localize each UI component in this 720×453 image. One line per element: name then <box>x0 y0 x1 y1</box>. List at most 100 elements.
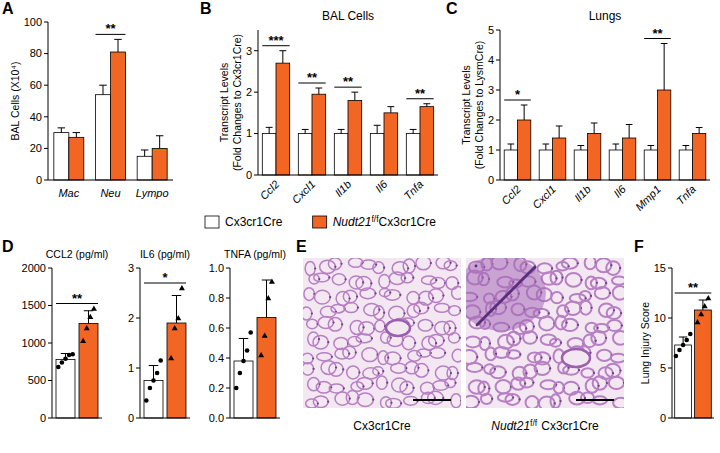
tissue <box>613 286 624 300</box>
y-tick <box>136 368 140 369</box>
nucleus <box>435 342 437 344</box>
chart-panel: 020406080100MacNeuLympoBAL Cells (X10⁴)*… <box>2 0 173 199</box>
bar <box>262 134 276 175</box>
y-tick <box>48 343 52 344</box>
nucleus <box>610 264 612 266</box>
y-tick <box>496 120 500 121</box>
panel-letter: D <box>2 238 14 255</box>
tissue <box>328 318 342 331</box>
tissue <box>329 362 343 376</box>
error-cap <box>613 144 620 145</box>
point <box>262 333 268 338</box>
y-tick-label: 0.2 <box>209 382 224 394</box>
tissue <box>400 381 414 394</box>
tissue <box>466 350 477 364</box>
tissue <box>449 306 461 316</box>
nucleus <box>456 264 458 266</box>
data-marks <box>54 39 167 180</box>
nucleus <box>404 277 406 279</box>
nucleus <box>533 267 536 270</box>
bar <box>298 134 312 175</box>
nucleus <box>335 366 337 368</box>
tissue <box>415 363 429 377</box>
y-tick <box>136 318 140 319</box>
bar <box>695 310 712 418</box>
nucleus <box>383 267 385 269</box>
nucleus <box>518 398 520 400</box>
nucleus <box>431 324 433 326</box>
panel-letter: A <box>2 0 14 17</box>
error-cap <box>315 88 322 89</box>
point <box>91 306 97 311</box>
tissue <box>403 259 415 273</box>
panel-letter: B <box>200 0 212 17</box>
nucleus <box>449 262 451 264</box>
y-tick-label: 1 <box>246 127 252 139</box>
nucleus <box>487 313 490 316</box>
y-tick-label: 0 <box>660 412 666 424</box>
y-axis <box>672 268 673 418</box>
nucleus <box>555 277 557 279</box>
nucleus <box>596 327 598 329</box>
tissue <box>435 321 450 334</box>
nucleus <box>383 312 385 314</box>
data-marks <box>262 51 433 175</box>
x-tick-label: Tnfa <box>401 178 425 202</box>
error-bar <box>387 107 394 113</box>
nucleus <box>481 319 484 322</box>
nucleus <box>521 279 524 282</box>
nucleus <box>499 301 502 304</box>
nucleus <box>475 265 478 268</box>
point <box>168 355 174 360</box>
y-tick <box>44 85 48 86</box>
error-line <box>580 146 581 151</box>
chart-panel: 0500100015002000CCL2 (pg/ml)**D <box>2 238 108 424</box>
error-cap <box>521 105 528 106</box>
tissue <box>303 363 314 375</box>
error-cap <box>149 365 159 366</box>
nucleus <box>502 298 505 301</box>
y-tick <box>226 298 230 299</box>
nucleus <box>349 398 351 400</box>
y-tick <box>254 92 258 93</box>
x-tick-label: Mac <box>58 187 79 199</box>
nucleus <box>457 372 459 374</box>
tissue <box>562 258 578 269</box>
error-line <box>144 150 145 156</box>
point <box>70 352 75 357</box>
tissue <box>593 376 607 390</box>
nucleus <box>498 302 501 305</box>
y-tick-label: 40 <box>30 111 42 123</box>
bar <box>574 150 587 180</box>
error-bar <box>699 300 707 310</box>
nucleus <box>534 266 536 268</box>
error-line <box>664 44 665 91</box>
tissue <box>344 303 358 313</box>
histology-image <box>466 258 624 408</box>
nucleus <box>489 342 491 344</box>
tissue <box>605 364 620 377</box>
nucleus <box>311 312 313 314</box>
nucleus <box>312 368 314 370</box>
nucleus <box>561 277 563 279</box>
bar <box>644 150 657 180</box>
nucleus <box>533 325 535 327</box>
error-bar <box>508 144 515 150</box>
point <box>60 360 65 365</box>
nucleus <box>389 292 391 294</box>
point <box>248 330 253 335</box>
error-cap <box>410 129 417 130</box>
nucleus <box>505 295 508 298</box>
nucleus <box>362 385 364 387</box>
error-bar <box>262 280 272 318</box>
bar <box>234 361 253 418</box>
y-axis-title: Transcript Levels <box>218 63 230 143</box>
error-line <box>282 51 283 63</box>
nucleus <box>606 382 608 384</box>
nucleus <box>329 296 331 298</box>
y-tick-label: 0.4 <box>209 352 224 364</box>
error-bar <box>648 146 655 151</box>
nucleus <box>548 312 550 314</box>
tissue <box>373 367 383 376</box>
y-tick-label: 0 <box>40 412 46 424</box>
